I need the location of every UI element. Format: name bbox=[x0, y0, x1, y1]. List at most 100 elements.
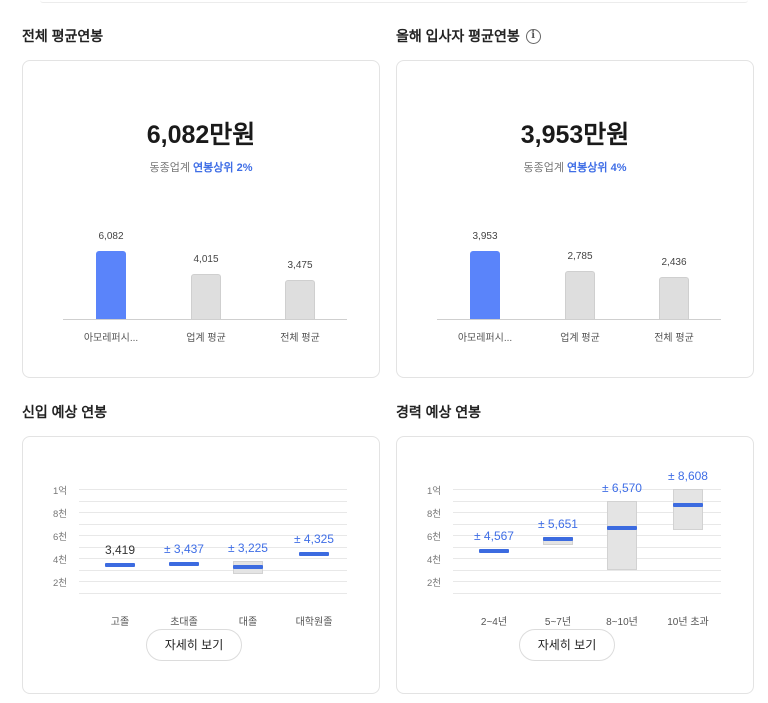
grid-line bbox=[79, 570, 347, 571]
new-hire-salary-card: 3,953만원 동종업계 연봉상위 4% 3,953 아모레퍼시... 2,785 업… bbox=[396, 60, 754, 378]
y-axis-label: 6천 bbox=[52, 532, 67, 543]
estimate-marker bbox=[607, 526, 637, 530]
career-salary-title-text: 경력 예상 연봉 bbox=[396, 404, 482, 420]
estimate-marker bbox=[233, 565, 263, 569]
grid-line bbox=[453, 547, 721, 548]
chart-category-label: 업계 평균 bbox=[560, 333, 600, 344]
overall-salary-title: 전체 평균연봉 bbox=[22, 26, 103, 46]
rank-prefix: 동종업계 bbox=[523, 162, 564, 174]
y-axis-label: 4천 bbox=[426, 555, 441, 566]
estimate-range bbox=[607, 501, 637, 570]
x-axis-label: 2~4년 bbox=[480, 617, 508, 628]
chart-value-label: 4,015 bbox=[193, 254, 219, 265]
estimate-label: ± 5,651 bbox=[538, 517, 578, 531]
chart-baseline bbox=[63, 319, 347, 320]
chart-category-label: 아모레퍼시... bbox=[83, 333, 139, 344]
x-axis-label: 대졸 bbox=[238, 617, 258, 628]
grid-line bbox=[453, 501, 721, 502]
x-axis-label: 10년 초과 bbox=[667, 617, 709, 628]
y-axis-label: 8천 bbox=[52, 509, 67, 520]
career-details-button[interactable]: 자세히 보기 bbox=[519, 629, 615, 661]
chart-bar bbox=[191, 274, 221, 319]
estimate-marker bbox=[169, 562, 199, 566]
grid-line bbox=[453, 593, 721, 594]
chart-bar bbox=[565, 271, 595, 319]
y-axis-label: 2천 bbox=[52, 578, 67, 589]
new-hire-salary-title-text: 올해 입사자 평균연봉 bbox=[396, 28, 520, 44]
career-salary-title: 경력 예상 연봉 bbox=[396, 402, 481, 422]
y-axis-label: 2천 bbox=[426, 578, 441, 589]
estimate-label: ± 6,570 bbox=[602, 481, 642, 495]
overall-salary-rank: 동종업계 연봉상위 2% bbox=[23, 159, 379, 175]
overall-salary-amount: 6,082만원 bbox=[146, 121, 256, 149]
chart-value-label: 2,785 bbox=[567, 251, 593, 262]
overall-salary-card: 6,082만원 동종업계 연봉상위 2% 6,082 아모레퍼시... 4,015 업… bbox=[22, 60, 380, 378]
chart-category-label: 전체 평균 bbox=[654, 333, 694, 344]
chart-value-label: 3,953 bbox=[472, 231, 498, 242]
entry-salary-card: 자세히 보기 1억 8천 6천 4천 2천 3,419 고졸 ± 3,437 초대졸 ± 3,22… bbox=[22, 436, 380, 694]
entry-salary-title-text: 신입 예상 연봉 bbox=[22, 404, 108, 420]
grid-line bbox=[79, 512, 347, 513]
grid-line bbox=[453, 570, 721, 571]
chart-bar bbox=[285, 280, 315, 319]
y-axis-label: 4천 bbox=[52, 555, 67, 566]
x-axis-label: 고졸 bbox=[110, 617, 130, 628]
new-hire-salary-amount: 3,953만원 bbox=[520, 121, 630, 149]
grid-line bbox=[453, 581, 721, 582]
x-axis-label: 초대졸 bbox=[170, 617, 198, 628]
chart-category-label: 전체 평균 bbox=[280, 333, 320, 344]
new-hire-salary-title: 올해 입사자 평균연봉 i bbox=[396, 26, 541, 46]
estimate-label: ± 4,325 bbox=[294, 532, 334, 546]
grid-line bbox=[79, 489, 347, 490]
chart-bar bbox=[470, 251, 500, 319]
x-axis-label: 8~10년 bbox=[606, 617, 638, 628]
rank-prefix: 동종업계 bbox=[149, 162, 190, 174]
entry-details-button[interactable]: 자세히 보기 bbox=[146, 629, 242, 661]
grid-line bbox=[453, 512, 721, 513]
y-axis-label: 1억 bbox=[52, 486, 67, 497]
chart-category-label: 아모레퍼시... bbox=[457, 333, 513, 344]
grid-line bbox=[79, 547, 347, 548]
chart-category-label: 업계 평균 bbox=[186, 333, 226, 344]
info-icon[interactable]: i bbox=[525, 28, 541, 44]
estimate-label: ± 3,437 bbox=[164, 542, 204, 556]
estimate-label: ± 8,608 bbox=[668, 469, 708, 483]
top-divider bbox=[40, 0, 748, 3]
new-hire-salary-rank: 동종업계 연봉상위 4% bbox=[397, 159, 753, 175]
grid-line bbox=[79, 558, 347, 559]
grid-line bbox=[79, 501, 347, 502]
estimate-marker bbox=[673, 503, 703, 507]
x-axis-label: 5~7년 bbox=[544, 617, 572, 628]
estimate-marker bbox=[299, 552, 329, 556]
grid-line bbox=[453, 489, 721, 490]
chart-value-label: 3,475 bbox=[287, 260, 313, 271]
y-axis-label: 1억 bbox=[426, 486, 441, 497]
y-axis-label: 8천 bbox=[426, 509, 441, 520]
estimate-label: ± 4,567 bbox=[474, 529, 514, 543]
estimate-label: 3,419 bbox=[104, 543, 136, 557]
rank-highlight: 연봉상위 2% bbox=[193, 162, 253, 174]
y-axis-label: 6천 bbox=[426, 532, 441, 543]
grid-line bbox=[453, 558, 721, 559]
estimate-marker bbox=[105, 563, 135, 567]
chart-baseline bbox=[437, 319, 721, 320]
x-axis-label: 대학원졸 bbox=[295, 617, 333, 628]
grid-line bbox=[79, 593, 347, 594]
estimate-label: ± 3,225 bbox=[228, 541, 268, 555]
estimate-marker bbox=[543, 537, 573, 541]
estimate-marker bbox=[479, 549, 509, 553]
career-salary-card: 자세히 보기 1억 8천 6천 4천 2천 ± 4,567 2~4년 ± 5,651 5~7년 ±… bbox=[396, 436, 754, 694]
grid-line bbox=[79, 524, 347, 525]
chart-bar bbox=[659, 277, 689, 319]
estimate-range bbox=[673, 489, 703, 530]
entry-salary-title: 신입 예상 연봉 bbox=[22, 402, 107, 422]
rank-highlight: 연봉상위 4% bbox=[567, 162, 627, 174]
chart-bar bbox=[96, 251, 126, 319]
chart-value-label: 6,082 bbox=[98, 231, 124, 242]
chart-value-label: 2,436 bbox=[661, 257, 687, 268]
overall-salary-title-text: 전체 평균연봉 bbox=[22, 28, 104, 44]
grid-line bbox=[453, 524, 721, 525]
grid-line bbox=[453, 535, 721, 536]
grid-line bbox=[79, 535, 347, 536]
grid-line bbox=[79, 581, 347, 582]
